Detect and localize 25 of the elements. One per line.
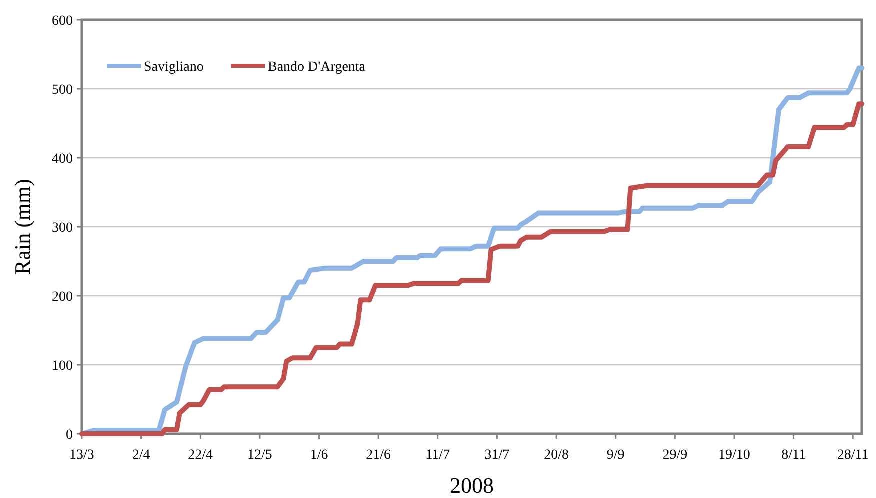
y-tick-label: 200 — [52, 290, 73, 305]
x-tick-label: 1/6 — [310, 448, 328, 463]
y-tick-label: 400 — [52, 152, 73, 167]
x-tick-label: 2/4 — [132, 448, 150, 463]
x-tick-label: 12/5 — [248, 448, 272, 463]
x-tick-label: 11/7 — [426, 448, 450, 463]
legend-label: Savigliano — [144, 60, 204, 75]
x-tick-label: 13/3 — [70, 448, 94, 463]
x-tick-label: 22/4 — [188, 448, 214, 463]
y-tick-label: 500 — [52, 82, 73, 98]
x-tick-label: 21/6 — [366, 448, 392, 463]
y-axis-title: Rain (mm) — [10, 179, 35, 275]
legend-label: Bando D'Argenta — [268, 60, 366, 75]
x-tick-label: 28/11 — [837, 448, 869, 463]
x-tick-label: 19/10 — [718, 448, 750, 463]
x-axis-title: 2008 — [450, 473, 494, 498]
x-tick-label: 9/9 — [606, 448, 625, 463]
x-tick-label: 20/8 — [544, 448, 569, 463]
y-tick-label: 600 — [52, 14, 73, 29]
y-tick-label: 300 — [52, 220, 73, 236]
y-tick-label: 100 — [52, 358, 73, 374]
x-tick-label: 8/11 — [782, 448, 806, 463]
y-tick-label: 0 — [66, 428, 73, 443]
x-tick-label: 29/9 — [662, 448, 688, 463]
x-tick-label: 31/7 — [484, 448, 510, 463]
